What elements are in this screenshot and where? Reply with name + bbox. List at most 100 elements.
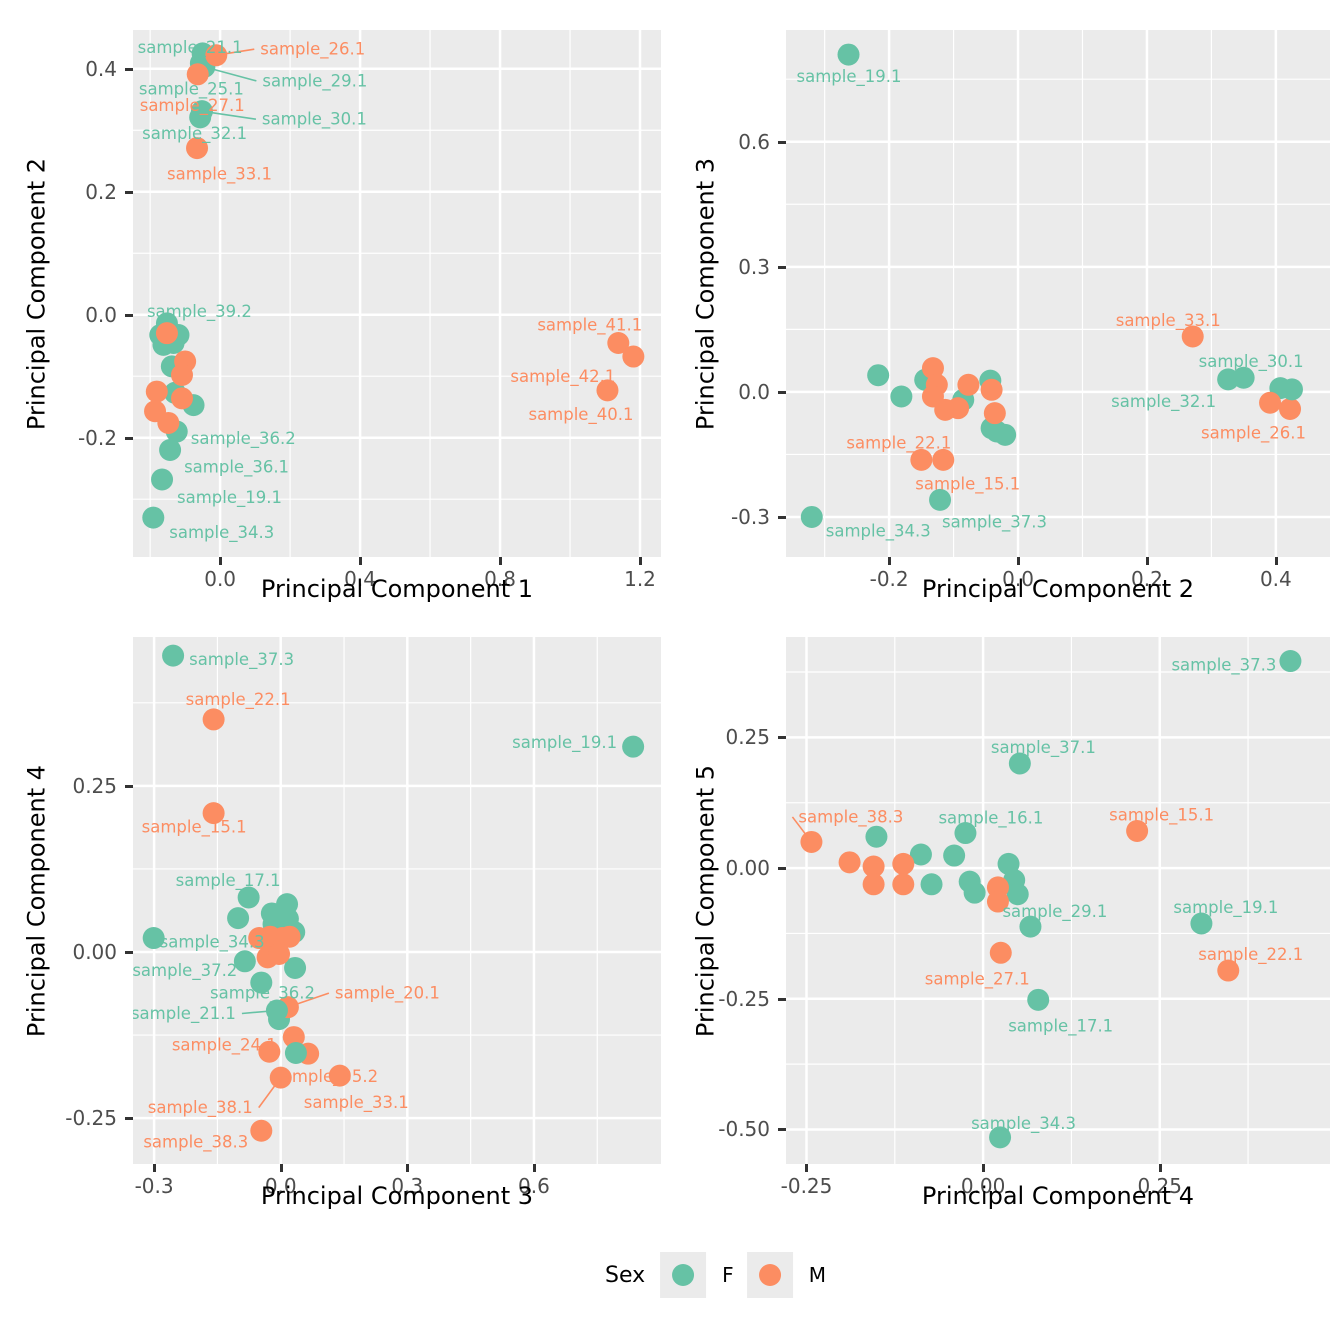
point-label: sample_37.1 xyxy=(991,738,1096,758)
x-tick-mark xyxy=(499,557,503,565)
data-point xyxy=(929,488,952,511)
data-point xyxy=(186,137,209,160)
x-tick-mark xyxy=(982,1164,986,1172)
point-label: sample_36.1 xyxy=(184,458,289,478)
point-label: sample_16.1 xyxy=(938,809,1043,829)
y-tick-label: -0.2 xyxy=(77,425,117,450)
x-tick-label: 0.3 xyxy=(391,1174,424,1198)
data-point xyxy=(1181,325,1204,348)
data-point xyxy=(909,843,932,866)
data-point xyxy=(170,387,193,410)
data-point xyxy=(155,322,178,345)
data-point xyxy=(1027,988,1050,1011)
point-label: sample_34.3 xyxy=(826,521,931,541)
data-point xyxy=(170,363,193,386)
point-label: sample_34.3 xyxy=(169,523,274,543)
data-point xyxy=(800,830,823,853)
data-point xyxy=(622,735,645,758)
x-tick-mark xyxy=(359,557,363,565)
y-tick-mark xyxy=(125,436,133,440)
data-point xyxy=(328,1064,351,1087)
data-point xyxy=(862,855,885,878)
x-tick-label: -0.25 xyxy=(780,1174,833,1198)
data-point xyxy=(980,378,1003,401)
point-label: sample_33.1 xyxy=(1116,311,1221,331)
x-tick-label: 0.4 xyxy=(344,567,376,591)
data-point xyxy=(1019,915,1042,938)
legend-label-f: F xyxy=(722,1263,734,1287)
point-label: sample_33.1 xyxy=(304,1093,409,1113)
data-point xyxy=(622,345,645,368)
y-tick-mark xyxy=(778,867,786,871)
y-tick-label: 0.0 xyxy=(738,379,770,404)
y-tick-label: 0.2 xyxy=(85,179,117,204)
point-label: sample_19.1 xyxy=(1173,898,1278,918)
x-tick-label: 0.0 xyxy=(1002,567,1034,591)
x-tick-label: 0.2 xyxy=(1131,567,1163,591)
x-tick-mark xyxy=(153,1164,157,1172)
point-label: sample_24.1 xyxy=(172,1036,277,1056)
point-label: sample_26.1 xyxy=(260,40,365,60)
data-point xyxy=(189,106,212,129)
data-point xyxy=(233,950,256,973)
point-label: sample_25.1 xyxy=(139,80,244,100)
point-label: sample_21.1 xyxy=(138,38,243,58)
point-label: sample_37.3 xyxy=(1171,656,1276,676)
x-tick-label: -0.3 xyxy=(134,1174,174,1198)
point-label: sample_17.1 xyxy=(1008,1016,1113,1036)
point-label: sample_19.1 xyxy=(512,733,617,753)
point-label: sample_36.2 xyxy=(210,984,315,1004)
y-tick-label: 0.3 xyxy=(738,254,770,279)
y-tick-mark xyxy=(778,1128,786,1132)
data-point xyxy=(142,927,165,950)
x-tick-label: 0.00 xyxy=(960,1174,1006,1198)
point-label: sample_22.1 xyxy=(846,433,951,453)
y-tick-mark xyxy=(778,736,786,740)
data-point xyxy=(867,364,890,387)
data-point xyxy=(202,802,225,825)
data-point xyxy=(284,956,307,979)
data-point xyxy=(989,941,1012,964)
data-point xyxy=(278,925,301,948)
y-tick-mark xyxy=(778,265,786,269)
data-point xyxy=(989,1126,1012,1149)
x-tick-mark xyxy=(888,557,892,565)
point-label: sample_19.1 xyxy=(797,67,902,87)
point-label: sample_30.1 xyxy=(262,110,367,130)
scatter-panel-pc3-pc4-canvas: sample_37.3 sample_22.1 sample_19.1 sample_… xyxy=(133,637,661,1164)
x-tick-label: 0.0 xyxy=(264,1174,297,1198)
legend-key-m xyxy=(746,1252,793,1298)
scatter-panel-pc2-pc3-canvas: sample_19.1 sample_33.1 sample_30.1 sample_… xyxy=(786,30,1330,557)
y-tick-mark xyxy=(125,951,133,954)
x-tick-label: 1.2 xyxy=(624,567,656,591)
y-tick-mark xyxy=(778,140,786,144)
data-point xyxy=(1008,752,1031,775)
data-point xyxy=(250,971,273,994)
data-point xyxy=(800,505,823,528)
y-tick-label: -0.25 xyxy=(718,986,770,1011)
data-point xyxy=(1006,883,1029,906)
data-point xyxy=(157,411,180,434)
data-point xyxy=(284,1042,307,1065)
point-label: sample_37.2 xyxy=(133,961,237,981)
x-tick-label: 0.6 xyxy=(518,1174,550,1198)
point-label: sample_38.3 xyxy=(143,1132,248,1152)
data-point xyxy=(1279,650,1302,673)
legend-key-f xyxy=(660,1252,707,1298)
y-tick-mark xyxy=(125,67,133,71)
point-label: sample_17.1 xyxy=(176,871,281,891)
point-label: sample_32.1 xyxy=(142,124,247,144)
data-point xyxy=(865,825,888,848)
x-tick-mark xyxy=(1145,557,1149,565)
legend-point-m-icon xyxy=(758,1264,781,1286)
data-point xyxy=(1279,397,1302,420)
x-tick-mark xyxy=(406,1164,410,1172)
data-point xyxy=(892,852,915,875)
point-label: sample_41.1 xyxy=(537,316,642,336)
point-label: sample_39.2 xyxy=(147,302,252,322)
y-axis-title-pc4: Principal Component 4 xyxy=(22,764,51,1038)
point-label: sample_27.1 xyxy=(140,96,245,116)
data-point xyxy=(921,357,944,380)
x-tick-label: 0.8 xyxy=(484,567,516,591)
